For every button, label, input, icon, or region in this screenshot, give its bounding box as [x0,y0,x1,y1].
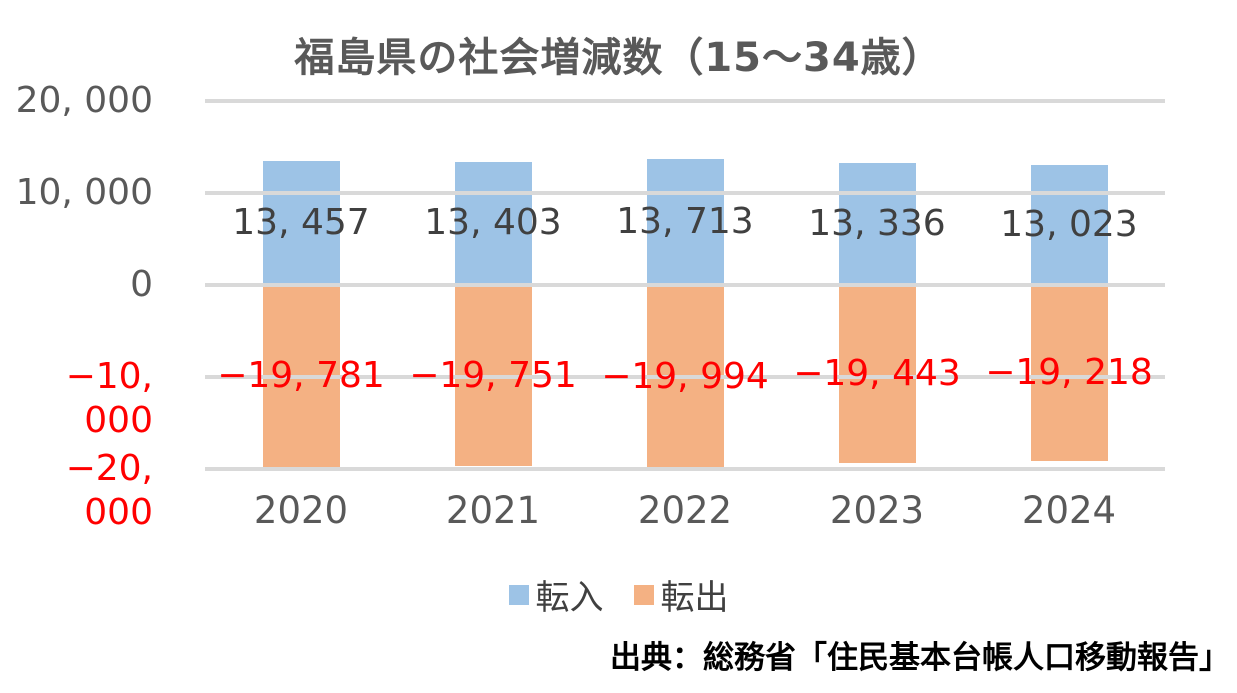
x-tick-label: 2022 [637,489,733,532]
bar-value-label: −19, 443 [793,353,961,395]
bar-inflow [454,161,532,285]
bar-inflow [1030,165,1108,285]
x-tick-label: 2024 [1021,489,1117,532]
y-tick-label: 20, 000 [15,80,153,122]
x-tick-label: 2021 [445,489,541,532]
y-tick-label: −10, 000 [65,355,153,441]
bar-value-label: −19, 751 [409,354,577,396]
gridline [205,283,1165,287]
gridline [205,374,1165,379]
bar-value-label: −19, 218 [985,352,1153,394]
legend-label: 転出 [660,578,729,618]
x-tick-label: 2023 [829,489,925,532]
chart-title: 福島県の社会増減数（15～34歳） [294,35,943,81]
x-tick-label: 2020 [253,489,349,532]
y-tick-label: 0 [130,264,153,305]
bar-value-label: 13, 713 [616,201,754,243]
y-tick-label: 10, 000 [15,172,153,214]
legend-label: 転入 [535,578,604,618]
bar-inflow [646,159,724,285]
source-note: 出典：総務省「住民基本台帳人口移動報告」 [610,640,1230,676]
bar-value-label: 13, 023 [1000,204,1138,246]
gridline [205,99,1165,104]
bar-value-label: −19, 781 [217,354,385,396]
legend-item: 転出 [633,570,729,619]
bar-outflow [1030,285,1108,462]
bar-inflow [838,162,916,285]
bar-value-label: 13, 457 [232,202,370,244]
bar-value-label: 13, 403 [424,202,562,244]
bar-outflow [838,285,916,464]
gridline [205,191,1165,196]
legend-swatch-icon [508,584,529,605]
legend-item: 転入 [508,570,604,619]
legend-swatch-icon [633,584,654,605]
bar-inflow [262,161,340,285]
y-tick-label: −20, 000 [65,447,153,533]
gridline [205,466,1165,471]
bar-value-label: −19, 994 [601,355,769,397]
legend: 転入 転出 [0,570,1237,619]
bar-value-label: 13, 336 [808,202,946,244]
